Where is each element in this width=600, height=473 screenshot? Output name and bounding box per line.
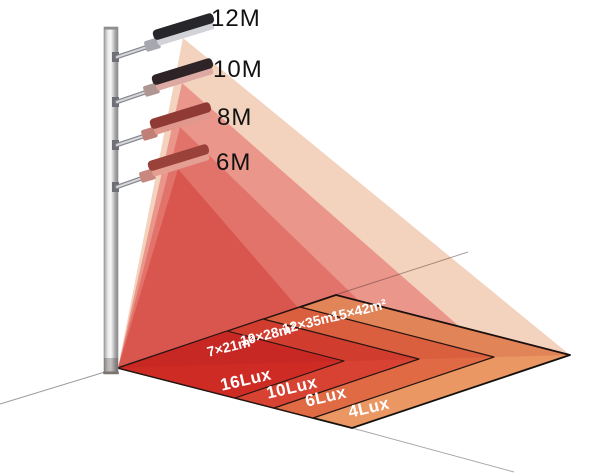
coverage-areas [117,294,571,429]
ground-line-right [351,427,515,473]
fixture-mount [143,82,160,97]
fixture-top [151,58,214,85]
light-fixture-8m [141,102,212,141]
coverage-area-16lux [117,330,345,399]
coverage-area-16lux-shading [118,331,344,368]
fixture-top [152,13,215,40]
height-label-10m: 10M [213,56,263,83]
fixture-rim [153,111,212,135]
pole-base-edge [103,371,119,374]
fixture-rim [151,153,210,177]
ground-line-left [0,367,119,405]
fixture-top [149,102,212,129]
light-fixture-6m [139,144,210,183]
height-label-8m: 8M [217,104,252,131]
light-fixture-10m [143,58,214,97]
light-fixtures [139,13,215,183]
fixture-mount [144,37,161,52]
fixture-rim [156,22,215,46]
height-label-6m: 6M [216,149,251,176]
height-label-12m: 12M [211,5,261,32]
fixture-rim [155,67,214,91]
pole-shaft [103,26,119,375]
fixture-mount [139,168,156,183]
pole [103,26,119,375]
ground-line-upper [331,251,469,297]
light-fixture-12m [144,13,215,52]
pole-cap [104,27,118,30]
fixture-top [147,144,210,171]
fixture-mount [141,126,158,141]
pole-base [104,358,118,374]
height-labels: 12M 10M 8M 6M [211,5,263,176]
